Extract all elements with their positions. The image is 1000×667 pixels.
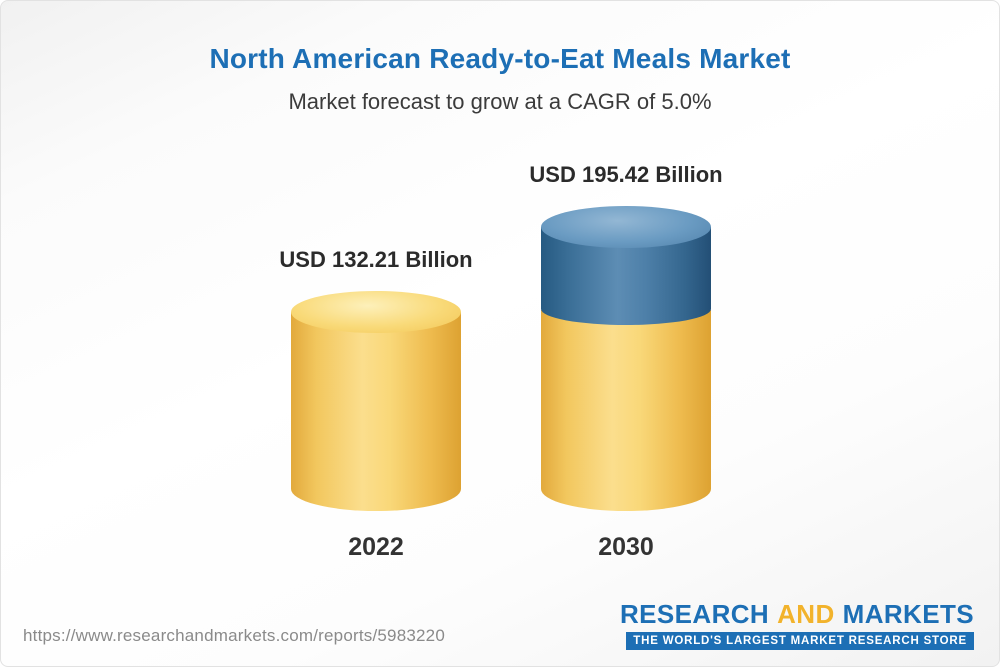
value-label-2022: USD 132.21 Billion <box>279 247 473 272</box>
cylinder-bar-2030 <box>541 206 711 511</box>
bar-segment-base-2022 <box>291 312 461 511</box>
bar-segment-base-2030 <box>541 310 711 511</box>
category-label-2030: 2030 <box>598 533 654 561</box>
logo-word-research: RESEARCH <box>620 599 770 629</box>
logo-tagline: THE WORLD'S LARGEST MARKET RESEARCH STOR… <box>626 632 974 650</box>
bar-group-2030: USD 195.42 Billion 2030 <box>529 162 722 561</box>
logo-wordmark: RESEARCH AND MARKETS <box>620 601 974 627</box>
bar-top-cap-2022 <box>291 291 461 333</box>
bar-top-cap-2030 <box>541 206 711 248</box>
page-subtitle: Market forecast to grow at a CAGR of 5.0… <box>288 89 712 114</box>
report-url: https://www.researchandmarkets.com/repor… <box>23 626 445 645</box>
bar-group-2022: USD 132.21 Billion 2022 <box>279 247 472 561</box>
logo-word-and: AND <box>777 599 835 629</box>
logo-word-markets: MARKETS <box>842 599 974 629</box>
page-title: North American Ready-to-Eat Meals Market <box>209 43 791 74</box>
research-and-markets-logo: RESEARCH AND MARKETS THE WORLD'S LARGEST… <box>620 601 974 650</box>
cylinder-bar-2022 <box>291 291 461 511</box>
category-label-2022: 2022 <box>348 533 404 561</box>
value-label-2030: USD 195.42 Billion <box>529 162 723 187</box>
